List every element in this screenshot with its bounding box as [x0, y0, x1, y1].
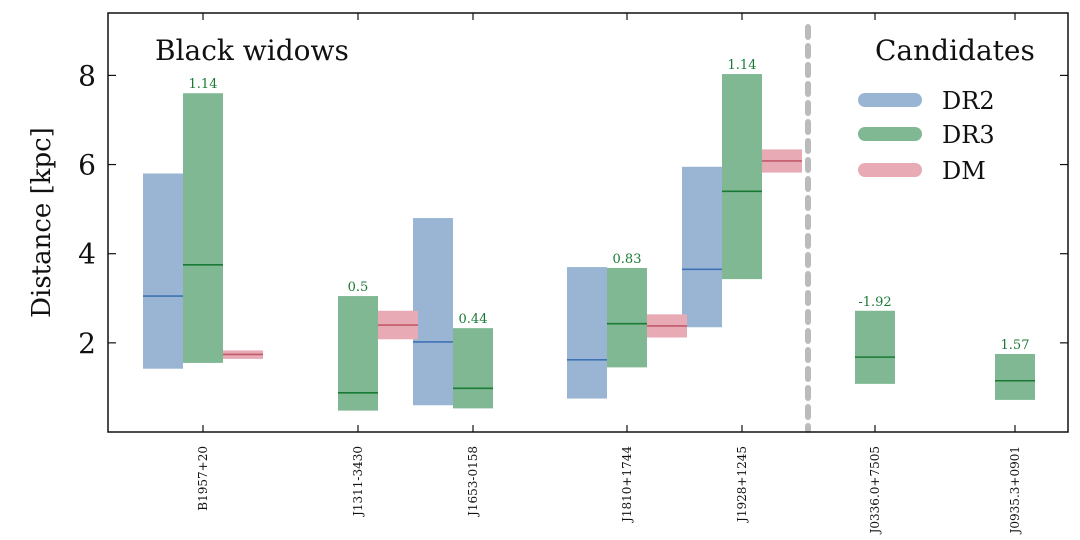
dr3-data-label: 0.83 [613, 252, 642, 267]
x-tick-label: J1653-0158 [466, 446, 480, 518]
x-tick-label: J0935.3+0901 [1008, 446, 1022, 535]
x-tick-label: J1928+1245 [735, 446, 749, 524]
x-tick-label: B1957+20 [196, 446, 210, 511]
legend-label-dm: DM [942, 157, 986, 185]
legend-label-dr3: DR3 [942, 121, 995, 149]
dr3-data-label: 0.5 [348, 280, 369, 295]
bar-dr2-j1928-1245 [682, 166, 722, 328]
y-tick-label: 8 [78, 59, 96, 92]
bar-dr2-b1957-20 [143, 173, 183, 369]
dr3-data-label: 1.14 [189, 77, 218, 92]
x-tick-label: J1810+1744 [620, 446, 634, 524]
legend: DR2 DR3 DM [858, 87, 995, 185]
bar-dr3-j0336-0-7505 [855, 310, 895, 384]
legend-label-dr2: DR2 [942, 87, 995, 115]
y-tick-label: 4 [78, 238, 96, 271]
bar-dr2-j1653-0158 [413, 218, 453, 406]
bar-dr3-b1957-20 [183, 93, 223, 363]
x-tick-label: J1311-3430 [351, 446, 365, 518]
dr3-data-label: 1.57 [1001, 338, 1030, 353]
y-axis-label: Distance [kpc] [27, 127, 57, 318]
y-tick-label: 2 [78, 327, 96, 360]
x-tick-label: J0336.0+7505 [868, 446, 882, 535]
axes: 2 4 6 8 B1957+20 J1311-3430 J1653-0158 J1810+17… [78, 13, 1068, 535]
plot-content: 1.14 0.5 0.44 0.83 1.14 -1.92 1.57 [143, 24, 1035, 433]
y-tick-label: 6 [78, 149, 96, 182]
dr3-data-label: -1.92 [858, 295, 891, 310]
bar-dr2-j1810-1744 [567, 267, 607, 399]
dr3-data-label: 0.44 [459, 312, 488, 327]
group-title-black-widows: Black widows [155, 34, 349, 67]
plot-frame [107, 12, 1069, 433]
bar-dr3-j1928-1245 [722, 74, 762, 280]
bar-dr3-j1810-1744 [607, 267, 647, 368]
dr3-data-label: 1.14 [728, 58, 757, 73]
bar-dr3-j1311-3430 [338, 296, 378, 411]
group-title-candidates: Candidates [875, 34, 1035, 67]
bar-dr3-j1653-0158 [453, 328, 493, 409]
bar-dr3-j0935-3-0901 [995, 353, 1035, 400]
